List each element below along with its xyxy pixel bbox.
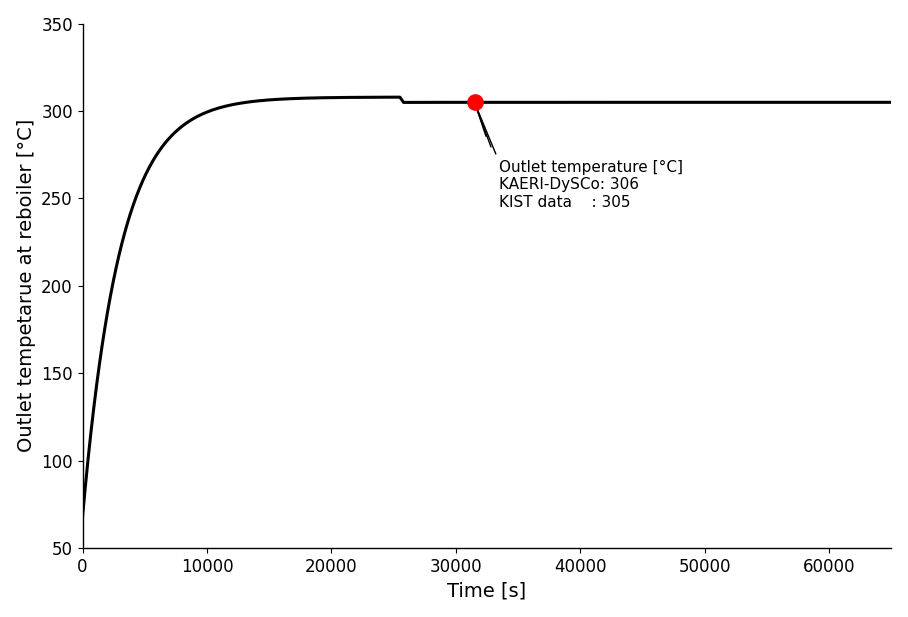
Y-axis label: Outlet tempetarue at reboiler [°C]: Outlet tempetarue at reboiler [°C]	[16, 119, 35, 452]
Text: Outlet temperature [°C]
KAERI-DySCo: 306
KIST data    : 305: Outlet temperature [°C] KAERI-DySCo: 306…	[499, 160, 684, 210]
X-axis label: Time [s]: Time [s]	[448, 581, 527, 600]
